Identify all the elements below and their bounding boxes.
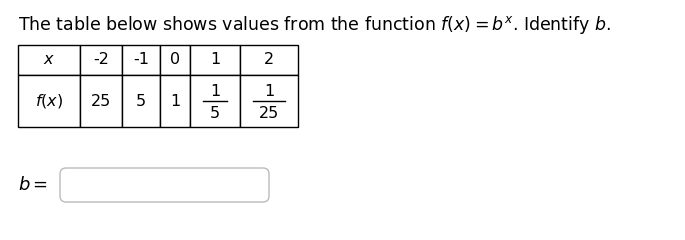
Bar — [240, 45, 298, 75]
Bar — [122, 45, 160, 75]
Bar — [80, 45, 122, 75]
Text: 25: 25 — [259, 106, 279, 120]
Bar — [122, 75, 160, 127]
Text: 25: 25 — [91, 94, 111, 108]
Bar — [18, 75, 80, 127]
Bar — [190, 45, 240, 75]
Text: 1: 1 — [170, 94, 180, 108]
Text: -2: -2 — [93, 53, 109, 67]
Bar — [18, 45, 80, 75]
Text: 0: 0 — [170, 53, 180, 67]
Bar — [190, 75, 240, 127]
Text: 2: 2 — [264, 53, 274, 67]
Text: 5: 5 — [136, 94, 146, 108]
Text: $f(x)$: $f(x)$ — [35, 92, 63, 110]
Text: 1: 1 — [210, 53, 220, 67]
Bar — [80, 75, 122, 127]
Bar — [160, 75, 190, 127]
Bar — [160, 45, 190, 75]
Text: 1: 1 — [210, 84, 220, 98]
Text: The table below shows values from the function $f(x) = b^{x}$. Identify $b$.: The table below shows values from the fu… — [18, 14, 611, 36]
FancyBboxPatch shape — [60, 168, 269, 202]
Text: 5: 5 — [210, 106, 220, 120]
Text: -1: -1 — [133, 53, 149, 67]
Text: 1: 1 — [264, 84, 274, 98]
Text: $x$: $x$ — [43, 53, 55, 67]
Text: $b =$: $b =$ — [18, 176, 48, 194]
Bar — [240, 75, 298, 127]
